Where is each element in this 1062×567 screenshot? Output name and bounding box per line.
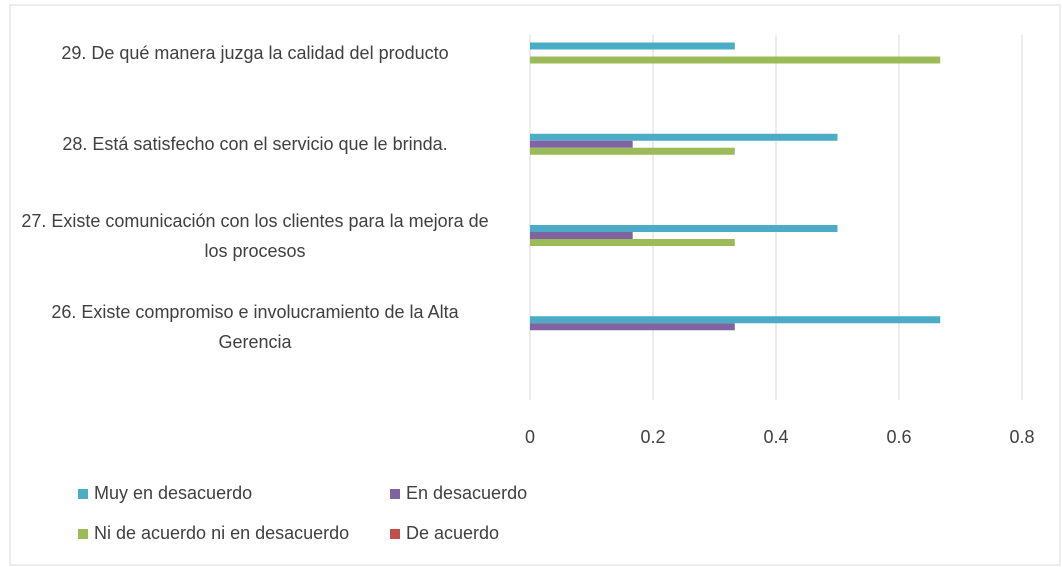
x-tick-label: 0.2 (640, 427, 665, 447)
legend-label: Muy en desacuerdo (94, 483, 252, 503)
x-tick-label: 0.8 (1009, 427, 1034, 447)
bar (530, 239, 735, 246)
bar (530, 56, 941, 64)
bar (530, 232, 633, 239)
x-tick-label: 0 (525, 427, 535, 447)
legend-swatch (390, 489, 400, 499)
chart-border (9, 4, 1061, 566)
legend-swatch (78, 489, 88, 499)
bar (530, 147, 735, 155)
legend-label: De acuerdo (406, 523, 499, 543)
bar (530, 140, 633, 148)
bar (530, 316, 941, 324)
x-tick-label: 0.6 (886, 427, 911, 447)
y-tick-label: 28. Está satisfecho con el servicio que … (62, 134, 448, 155)
bar (530, 133, 838, 141)
bar (530, 225, 838, 232)
bar (530, 42, 735, 50)
legend-swatch (390, 529, 400, 539)
bar (530, 323, 735, 331)
y-tick-label: 26. Existe compromiso e involucramiento … (51, 301, 459, 352)
y-tick-label: 29. De qué manera juzga la calidad del p… (61, 43, 449, 63)
legend-label: Ni de acuerdo ni en desacuerdo (94, 523, 349, 543)
legend-label: En desacuerdo (406, 483, 527, 503)
y-tick-label: 27. Existe comunicación con los clientes… (21, 210, 489, 261)
x-tick-label: 0.4 (763, 427, 788, 447)
legend-swatch (78, 529, 88, 539)
